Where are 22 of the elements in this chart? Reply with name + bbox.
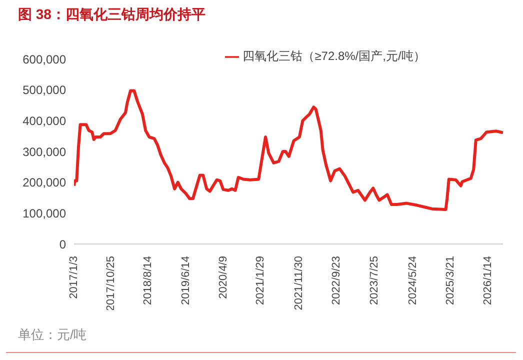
legend-label: 四氧化三钴（≥72.8%/国产,元/吨） [242,49,426,63]
y-tick-label: 100,000 [22,206,66,220]
text: 单位：元/吨 [18,326,87,344]
y-tick-label: 600,000 [22,52,66,66]
x-tick-label: 2020/4/9 [218,256,230,299]
x-tick-label: 2021/11/30 [293,256,306,310]
x-tick-label: 2024/5/24 [406,256,419,305]
x-tick-label: 2021/1/29 [254,256,267,305]
x-tick-label: 2018/8/14 [142,256,154,305]
y-tick-label: 500,000 [22,83,66,98]
y-tick-label: 300,000 [22,144,66,159]
y-tick-label: 200,000 [22,176,66,190]
y-tick-label: 0 [59,237,66,252]
chart-title: 图 38：四氧化三钴周均价持平 [18,6,206,24]
y-tick-label: 400,000 [22,114,66,128]
x-tick-label: 2026/1/14 [482,256,494,305]
x-tick-label: 2019/6/14 [180,256,192,305]
x-tick-label: 2023/7/25 [368,256,381,305]
line-series [74,89,503,211]
x-tick-label: 2017/1/3 [68,256,80,299]
x-tick-label: 2025/3/21 [444,256,457,305]
x-tick-label: 2022/9/23 [330,256,342,305]
